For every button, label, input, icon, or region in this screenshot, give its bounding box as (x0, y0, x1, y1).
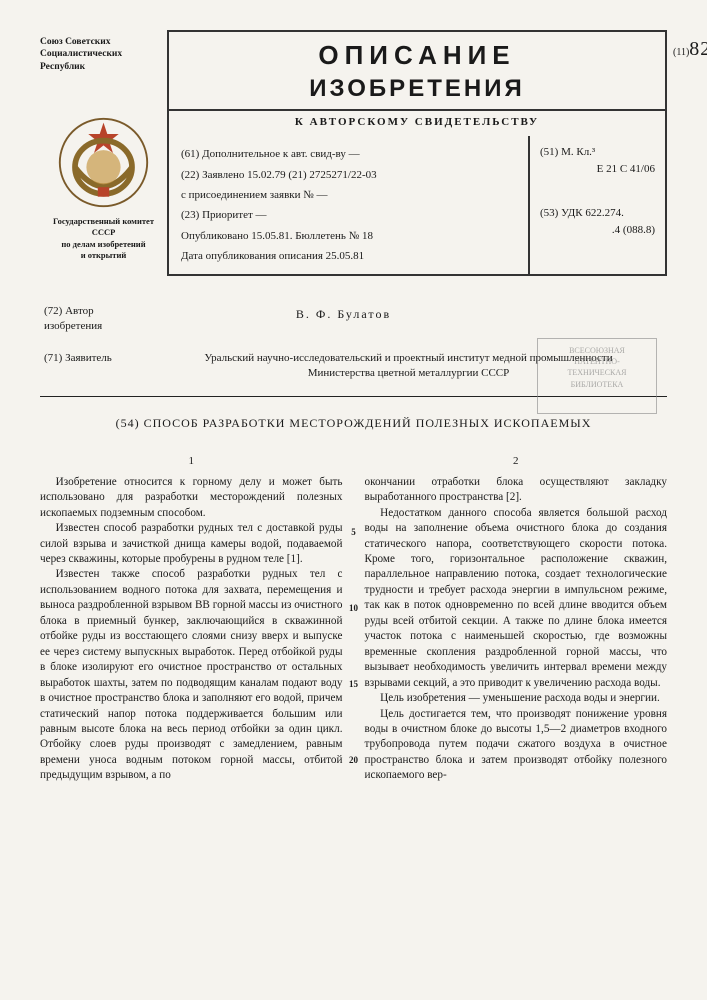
paragraph: окончании отработки блока осуществляют з… (365, 475, 668, 506)
author-name: В. Ф. Булатов (154, 304, 533, 322)
meta-right: (51) М. Кл.³ E 21 C 41/06 (53) УДК 622.2… (528, 136, 665, 274)
meta-line: (23) Приоритет — (181, 205, 516, 225)
meta-line: Опубликовано 15.05.81. Бюллетень № 18 (181, 226, 516, 246)
meta-center: (61) Дополнительное к авт. свид-ву — (22… (169, 136, 528, 274)
title-main: ОПИСАНИЕ (169, 32, 665, 73)
document-title: (54) СПОСОБ РАЗРАБОТКИ МЕСТОРОЖДЕНИЙ ПОЛ… (40, 415, 667, 432)
line-number: 20 (346, 754, 362, 766)
stamp-line: ПАТЕНТНО- (542, 356, 652, 367)
stamp-line: ТЕХНИЧЕСКАЯ (542, 367, 652, 378)
org-line: Республик (40, 61, 155, 73)
author-block: (72) Автор изобретения В. Ф. Булатов ВСЕ… (40, 304, 667, 381)
author-label: (72) Автор изобретения (44, 304, 154, 333)
committee-name: Государственный комитет СССР по делам из… (40, 216, 167, 262)
udk-line: .4 (088.8) (540, 222, 655, 239)
meta-line: (61) Дополнительное к авт. свид-ву — (181, 144, 516, 164)
committee-line: СССР (40, 227, 167, 238)
body-columns: 1 Изобретение относится к горному делу и… (40, 454, 667, 784)
title-auth: К АВТОРСКОМУ СВИДЕТЕЛЬСТВУ (169, 109, 665, 136)
author-row: (72) Автор изобретения В. Ф. Булатов (44, 304, 663, 333)
pub-prefix: (11) (673, 47, 689, 58)
publication-number: (11)829949 (667, 36, 707, 63)
title-block: (11)829949 ОПИСАНИЕ ИЗОБРЕТЕНИЯ К АВТОРС… (167, 30, 667, 136)
org-line: Социалистических (40, 48, 155, 60)
pub-number-value: 829949 (689, 38, 707, 60)
line-number: 10 (346, 602, 362, 614)
stamp-line: БИБЛИОТЕКА (542, 379, 652, 390)
title-sub: ИЗОБРЕТЕНИЯ (169, 73, 665, 109)
column-2: 2 окончании отработки блока осуществляют… (365, 454, 668, 784)
class-line: E 21 C 41/06 (540, 161, 655, 178)
stamp-line: ВСЕСОЮЗНАЯ (542, 345, 652, 356)
meta-line: с присоединением заявки № — (181, 185, 516, 205)
col-number: 1 (40, 454, 343, 469)
meta-line: Дата опубликования описания 25.05.81 (181, 246, 516, 266)
class-line: (51) М. Кл.³ (540, 144, 655, 161)
col-number: 2 (365, 454, 668, 469)
org-line: Союз Советских (40, 36, 155, 48)
meta-box: (61) Дополнительное к авт. свид-ву — (22… (167, 136, 667, 276)
paragraph: Известен также способ разработки рудных … (40, 567, 343, 783)
line-number: 15 (346, 678, 362, 690)
committee-line: по делам изобретений (40, 239, 167, 250)
paragraph: Известен способ разработки рудных тел с … (40, 521, 343, 567)
committee-line: Государственный комитет (40, 216, 167, 227)
paragraph: Недостатком данного способа является бол… (365, 506, 668, 691)
udk-line: (53) УДК 622.274. (540, 205, 655, 222)
applicant-label: (71) Заявитель (44, 351, 154, 382)
ussr-emblem-icon (56, 115, 151, 210)
paragraph: Цель достигается тем, что производят пон… (365, 707, 668, 784)
paragraph: Изобретение относится к горному делу и м… (40, 475, 343, 521)
paragraph: Цель изобретения — уменьшение расхода во… (365, 691, 668, 706)
emblem-column: Государственный комитет СССР по делам из… (40, 115, 167, 262)
meta-line: (22) Заявлено 15.02.79 (21) 2725271/22-0… (181, 165, 516, 185)
column-1: 1 Изобретение относится к горному делу и… (40, 454, 343, 784)
line-number: 5 (346, 526, 362, 538)
issuing-org: Союз Советских Социалистических Республи… (40, 30, 155, 73)
committee-line: и открытий (40, 250, 167, 261)
library-stamp: ВСЕСОЮЗНАЯ ПАТЕНТНО- ТЕХНИЧЕСКАЯ БИБЛИОТ… (537, 338, 657, 414)
